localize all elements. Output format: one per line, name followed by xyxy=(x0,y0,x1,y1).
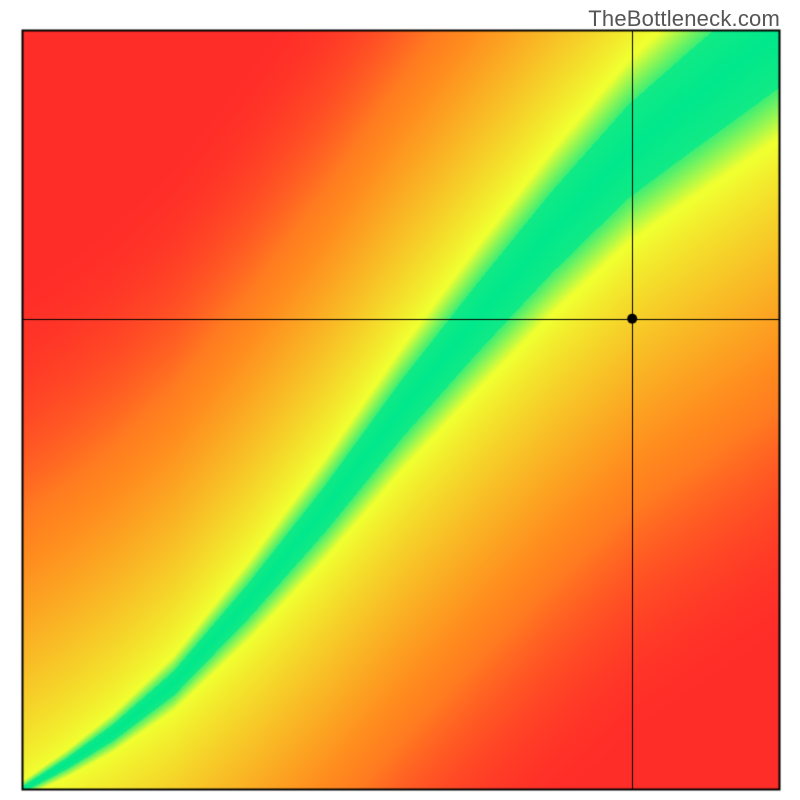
chart-container: TheBottleneck.com xyxy=(0,0,800,800)
bottleneck-heatmap xyxy=(0,0,800,800)
watermark-text: TheBottleneck.com xyxy=(588,6,780,32)
